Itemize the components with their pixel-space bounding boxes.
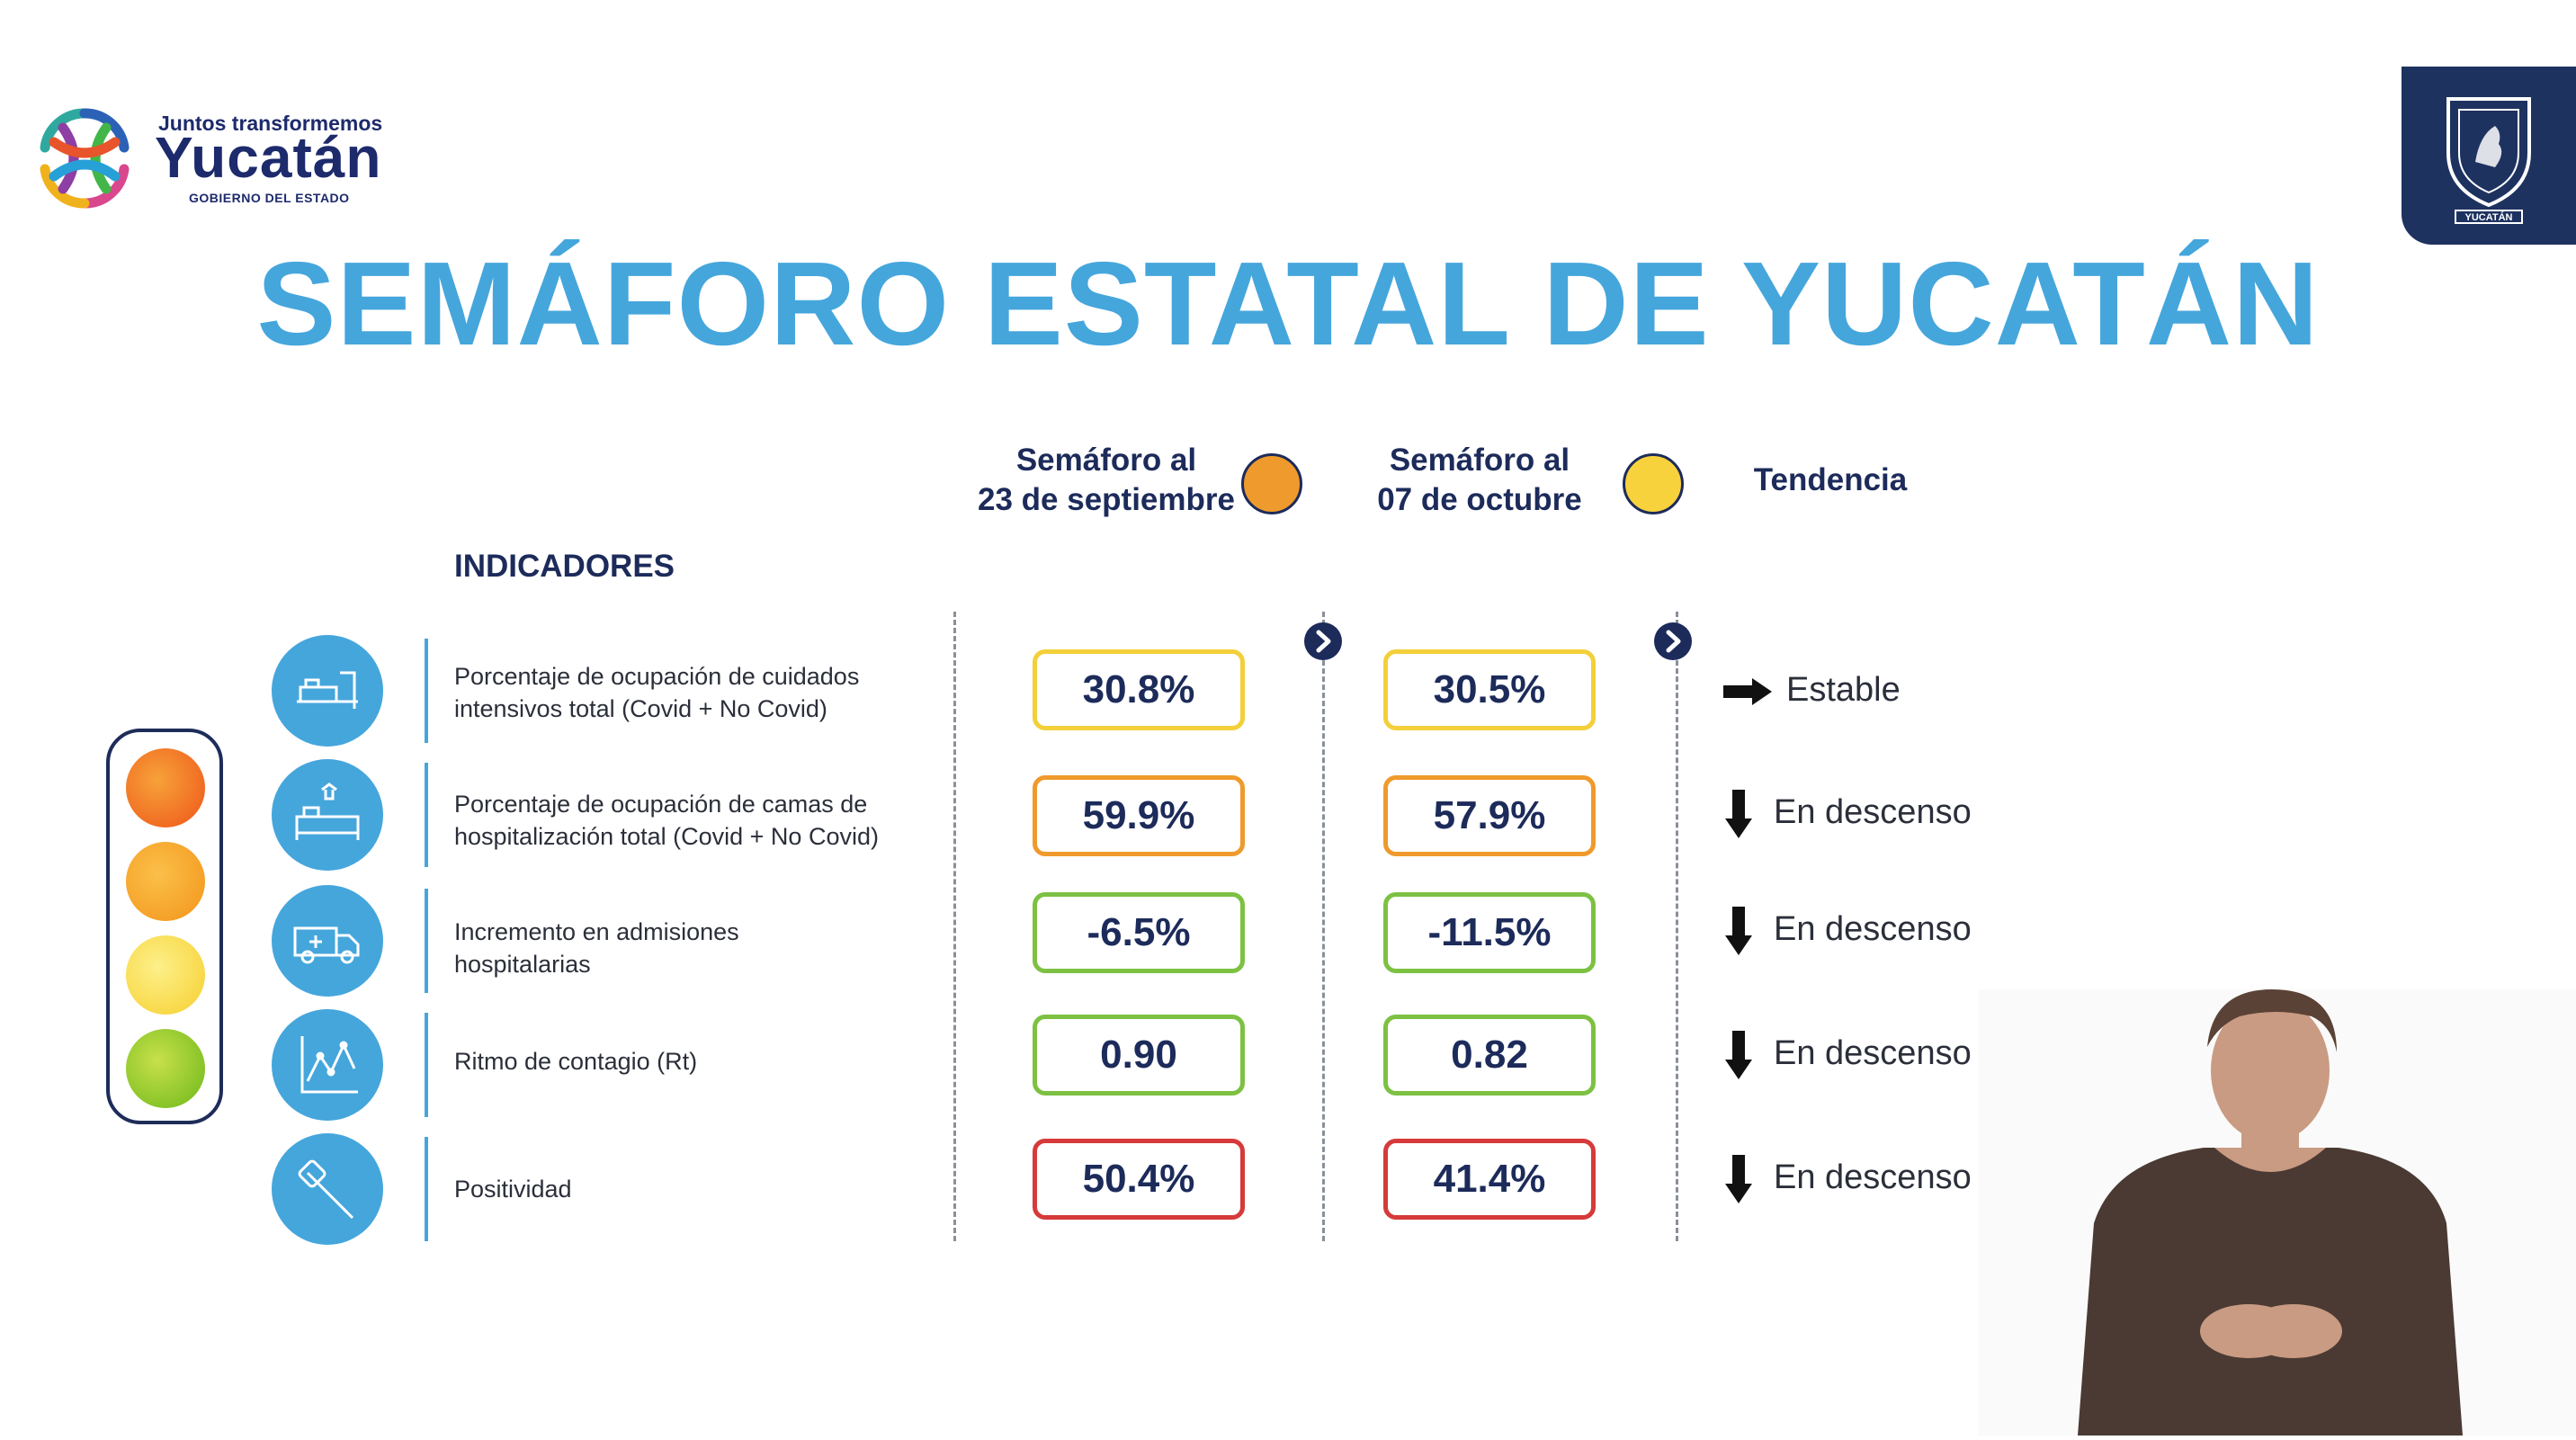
row-separator — [425, 1137, 428, 1241]
value-oct-1: 30.5% — [1383, 649, 1596, 730]
column-header-sept: Semáforo al 23 de septiembre — [962, 441, 1250, 520]
traffic-light-yellow — [126, 935, 205, 1015]
value-oct-4: 0.82 — [1383, 1015, 1596, 1096]
value-sept-2: 59.9% — [1033, 775, 1245, 856]
traffic-light — [106, 729, 223, 1124]
row-separator — [425, 1013, 428, 1117]
semaforo-sept-orange-dot — [1241, 453, 1302, 514]
value-oct-5: 41.4% — [1383, 1139, 1596, 1220]
traffic-light-red — [126, 748, 205, 827]
crest-shield-icon: YUCATÁN — [2446, 97, 2531, 224]
yucatan-logo: Juntos transformemos Yucatán GOBIERNO DE… — [27, 101, 387, 218]
column-header-sept-line2: 23 de septiembre — [978, 482, 1235, 517]
indicator-text-3: Incremento en admisiones hospitalarias — [454, 916, 940, 980]
value-sept-4: 0.90 — [1033, 1015, 1245, 1096]
row-separator — [425, 639, 428, 743]
crest-label: YUCATÁN — [2465, 211, 2513, 223]
indicator-line: Porcentaje de ocupación de camas de — [454, 791, 868, 818]
column-header-oct-line1: Semáforo al — [1389, 443, 1570, 478]
logo-name: Yucatán — [155, 125, 382, 190]
row-separator — [425, 889, 428, 993]
arrow-down-icon — [1725, 1155, 1752, 1203]
column-header-sept-line1: Semáforo al — [1015, 443, 1197, 478]
dashed-separator-2 — [1322, 612, 1325, 1241]
contagion-chart-icon — [272, 1009, 383, 1121]
indicator-line: Porcentaje de ocupación de cuidados — [454, 663, 860, 690]
trend-text-5: En descenso — [1774, 1158, 1972, 1196]
traffic-light-orange — [126, 842, 205, 921]
indicator-line: Positividad — [454, 1176, 572, 1203]
trend-text-2: En descenso — [1774, 793, 1972, 831]
indicator-line: Ritmo de contagio (Rt) — [454, 1048, 698, 1075]
indicator-text-2: Porcentaje de ocupación de camas de hosp… — [454, 788, 940, 853]
state-crest: YUCATÁN — [2402, 67, 2576, 245]
ambulance-icon — [272, 885, 383, 997]
arrow-down-icon — [1725, 907, 1752, 955]
trend-text-3: En descenso — [1774, 910, 1972, 948]
trend-text-1: Estable — [1786, 671, 1901, 709]
indicator-text-1: Porcentaje de ocupación de cuidados inte… — [454, 660, 940, 725]
value-sept-1: 30.8% — [1033, 649, 1245, 730]
indicator-line: hospitalización total (Covid + No Covid) — [454, 823, 879, 850]
value-sept-3: -6.5% — [1033, 892, 1245, 973]
indicator-text-5: Positividad — [454, 1173, 940, 1205]
trend-text-4: En descenso — [1774, 1034, 1972, 1072]
interpreter-figure — [2078, 989, 2463, 1436]
hospital-bed-icon — [272, 759, 383, 871]
page-title: SEMÁFORO ESTATAL DE YUCATÁN — [256, 237, 2320, 370]
indicators-label: INDICADORES — [454, 549, 675, 584]
logo-tagline: Juntos transformemos — [158, 112, 383, 135]
value-oct-2: 57.9% — [1383, 775, 1596, 856]
test-swab-icon — [272, 1133, 383, 1245]
row-separator — [425, 763, 428, 867]
sign-language-interpreter — [1979, 989, 2576, 1436]
semaforo-oct-yellow-dot — [1623, 453, 1684, 514]
value-oct-3: -11.5% — [1383, 892, 1596, 973]
chevron-right-icon — [1654, 622, 1692, 660]
column-header-oct-line2: 07 de octubre — [1377, 482, 1582, 517]
dashed-separator-1 — [953, 612, 956, 1241]
value-sept-5: 50.4% — [1033, 1139, 1245, 1220]
indicator-line: Incremento en admisiones — [454, 918, 739, 945]
logo-subtitle: GOBIERNO DEL ESTADO — [189, 191, 350, 205]
yucatan-logo-icon — [40, 108, 130, 209]
column-header-oct: Semáforo al 07 de octubre — [1349, 441, 1610, 520]
arrow-right-icon — [1723, 678, 1772, 705]
indicator-text-4: Ritmo de contagio (Rt) — [454, 1045, 940, 1078]
dashed-separator-3 — [1676, 612, 1678, 1241]
traffic-light-green — [126, 1029, 205, 1108]
column-header-trend: Tendencia — [1753, 462, 1908, 497]
indicator-line: intensivos total (Covid + No Covid) — [454, 695, 827, 722]
indicator-line: hospitalarias — [454, 951, 591, 978]
arrow-down-icon — [1725, 1031, 1752, 1079]
arrow-down-icon — [1725, 790, 1752, 838]
icu-bed-icon — [272, 635, 383, 747]
chevron-right-icon — [1304, 622, 1342, 660]
